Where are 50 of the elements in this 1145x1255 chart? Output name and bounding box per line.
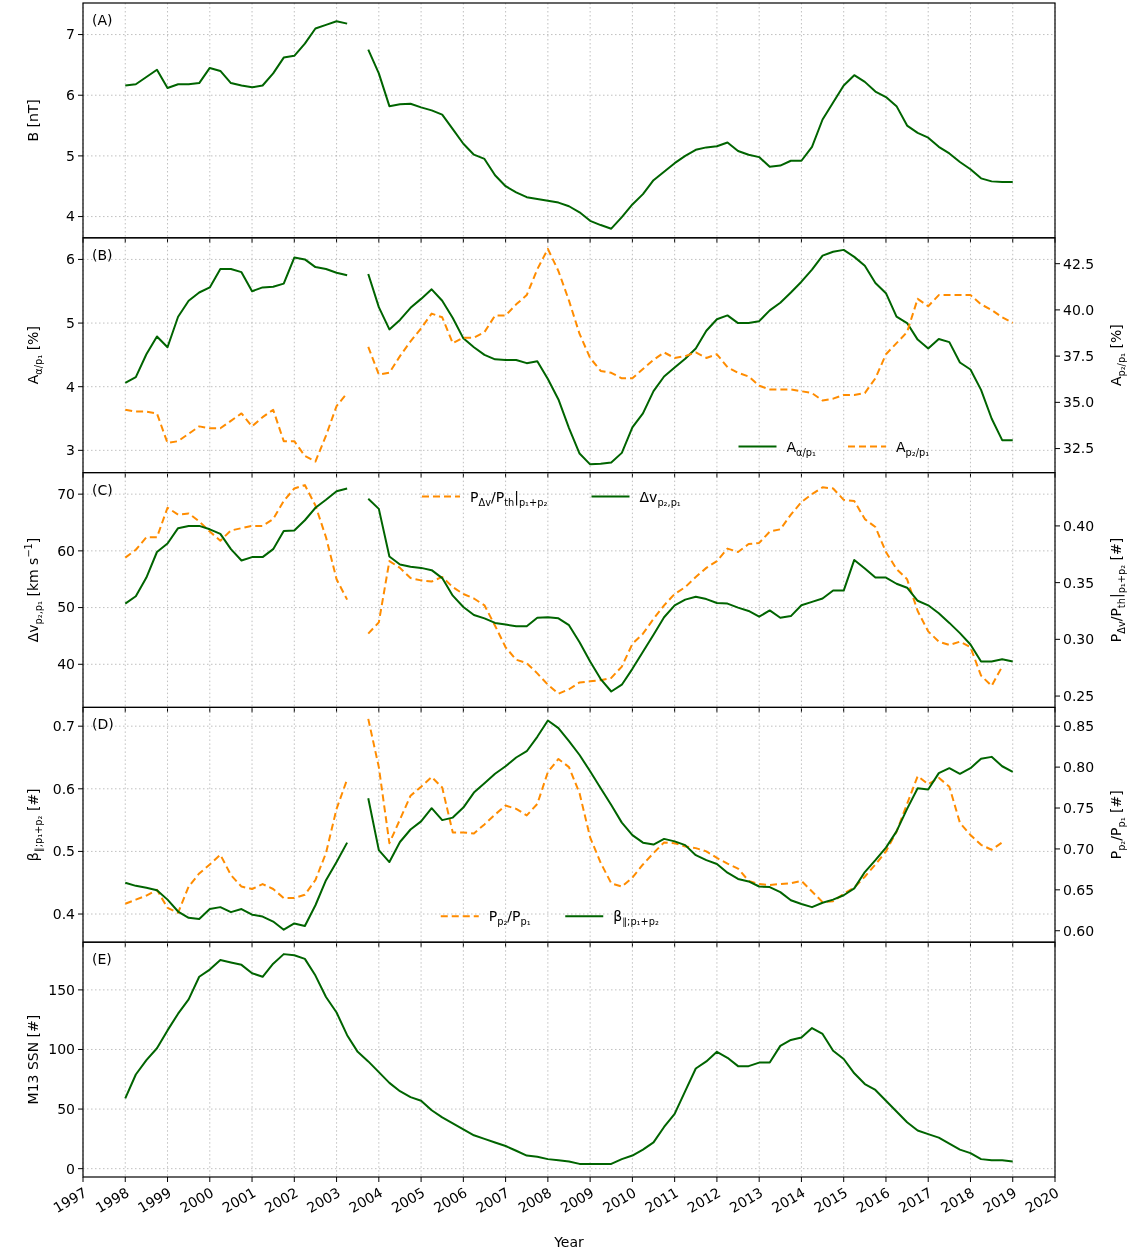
y2-tick-label: 0.40: [1063, 517, 1095, 534]
annotation: (A): [92, 12, 113, 28]
annotation: (B): [92, 246, 113, 263]
y2-tick-label: 0.70: [1063, 840, 1095, 857]
annotation: (D): [92, 716, 114, 733]
y-tick-label: 0.4: [52, 905, 76, 922]
y-tick-label: 70: [57, 486, 75, 503]
legend-label: A$_{p₂/p₁}$: [896, 438, 930, 458]
y-tick-label: 4: [66, 208, 76, 225]
y-tick-label: 6: [66, 87, 76, 104]
y-tick-label: 5: [66, 147, 75, 164]
y-tick-label: 0: [66, 1160, 75, 1177]
y-tick-label: 4: [66, 378, 76, 395]
annotation: (C): [92, 481, 113, 498]
legend-label: Δv$_{p₂,p₁}$: [639, 488, 681, 508]
y-axis-title: B [nT]: [25, 99, 41, 142]
y-tick-label: 100: [48, 1041, 75, 1058]
y-tick-label: 0.6: [52, 780, 76, 797]
y-tick-label: 50: [57, 599, 75, 616]
y-tick-label: 6: [66, 251, 76, 268]
y-tick-label: 40: [57, 656, 75, 673]
y2-tick-label: 0.60: [1063, 922, 1095, 939]
y-tick-label: 7: [66, 26, 75, 43]
x-axis-title: Year: [553, 1234, 585, 1250]
y-tick-label: 150: [48, 981, 75, 998]
y2-tick-label: 0.30: [1063, 631, 1095, 648]
y2-tick-label: 0.65: [1063, 881, 1095, 898]
y2-tick-label: 0.25: [1063, 687, 1095, 704]
y-tick-label: 50: [57, 1100, 75, 1117]
legend-label: P$_{p₂}$/P$_{p₁}$: [488, 908, 531, 928]
y2-tick-label: 35.0: [1063, 394, 1095, 411]
line-series: [124, 953, 1014, 1165]
y2-tick-label: 32.5: [1063, 440, 1095, 457]
y2-tick-label: 0.75: [1063, 799, 1095, 816]
y2-tick-label: 42.5: [1063, 255, 1095, 272]
y2-tick-label: 0.35: [1063, 574, 1095, 591]
y-tick-label: 60: [57, 542, 75, 559]
y-tick-label: 3: [66, 442, 75, 459]
y2-tick-label: 0.80: [1063, 759, 1095, 776]
y-axis-title: M13 SSN [#]: [25, 1014, 41, 1105]
legend-label: β$_{∥;p₁+p₂}$: [613, 908, 659, 929]
y2-tick-label: 40.0: [1063, 301, 1095, 318]
y-tick-label: 0.5: [52, 843, 75, 860]
y-tick-label: 5: [66, 314, 75, 331]
y2-tick-label: 0.85: [1063, 718, 1095, 735]
y-tick-label: 0.7: [52, 718, 75, 735]
legend-label: A$_{α/p₁}$: [786, 438, 817, 458]
legend-label: P$_{Δv}$/P$_{th}$|$_{p₁+p₂}$: [470, 488, 548, 508]
annotation: (E): [92, 951, 112, 968]
y2-tick-label: 37.5: [1063, 348, 1095, 365]
